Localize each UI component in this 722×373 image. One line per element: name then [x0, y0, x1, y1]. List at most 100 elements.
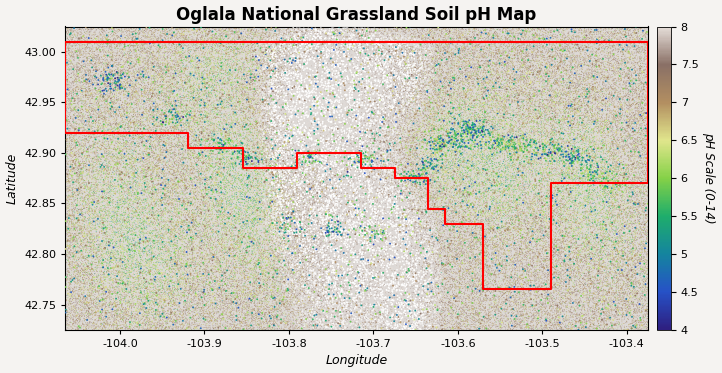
- Point: [553, 290, 565, 296]
- Point: [606, 93, 618, 99]
- Point: [241, 269, 253, 275]
- Point: [121, 97, 133, 103]
- Point: [472, 147, 484, 153]
- Point: [388, 129, 399, 135]
- Point: [219, 242, 230, 248]
- Point: [267, 150, 279, 156]
- Point: [279, 156, 290, 162]
- Point: [168, 149, 180, 155]
- Point: [499, 77, 510, 83]
- Point: [401, 286, 413, 292]
- Point: [321, 104, 333, 110]
- Point: [122, 178, 134, 184]
- Point: [183, 223, 194, 229]
- Point: [87, 193, 99, 199]
- Point: [175, 101, 186, 107]
- Point: [213, 238, 225, 244]
- Point: [464, 128, 475, 134]
- Point: [282, 66, 294, 72]
- Point: [132, 99, 144, 105]
- Point: [622, 153, 634, 159]
- Point: [69, 305, 80, 311]
- Point: [472, 289, 484, 295]
- Point: [248, 125, 259, 131]
- Point: [474, 190, 485, 196]
- Point: [136, 187, 148, 193]
- Point: [431, 255, 443, 261]
- Point: [345, 279, 357, 285]
- Point: [513, 36, 524, 42]
- Point: [322, 145, 334, 151]
- Point: [607, 155, 619, 161]
- Point: [137, 125, 149, 131]
- Point: [452, 278, 464, 284]
- Point: [505, 270, 516, 276]
- Point: [435, 272, 446, 278]
- Point: [133, 101, 144, 107]
- Point: [578, 159, 589, 165]
- Point: [630, 165, 641, 171]
- Point: [334, 102, 345, 108]
- Point: [142, 139, 153, 145]
- Point: [542, 81, 554, 87]
- Point: [236, 74, 248, 80]
- Point: [505, 274, 517, 280]
- Point: [376, 198, 388, 204]
- Point: [216, 60, 227, 66]
- Point: [505, 276, 516, 282]
- Point: [79, 145, 90, 151]
- Point: [209, 65, 221, 70]
- Point: [323, 160, 335, 166]
- Point: [448, 259, 460, 265]
- Point: [322, 56, 334, 62]
- Point: [329, 71, 341, 77]
- Point: [336, 301, 348, 307]
- Point: [485, 317, 497, 323]
- Point: [133, 37, 144, 43]
- Point: [367, 137, 378, 143]
- Point: [476, 88, 487, 94]
- Point: [375, 234, 387, 240]
- Point: [488, 315, 500, 321]
- Point: [478, 48, 490, 54]
- Point: [350, 39, 362, 45]
- Point: [175, 271, 186, 277]
- Point: [531, 52, 542, 58]
- Point: [253, 220, 264, 226]
- Point: [258, 172, 269, 178]
- Point: [118, 257, 129, 263]
- Point: [491, 273, 503, 279]
- Point: [217, 323, 229, 329]
- Point: [291, 244, 303, 250]
- Point: [86, 119, 97, 125]
- Point: [447, 69, 458, 75]
- Point: [523, 219, 534, 225]
- Point: [360, 102, 372, 108]
- Point: [203, 93, 214, 98]
- Point: [412, 55, 423, 61]
- Point: [219, 319, 231, 325]
- Point: [417, 101, 428, 107]
- Point: [169, 228, 180, 234]
- Point: [79, 304, 91, 310]
- Point: [638, 116, 649, 122]
- Point: [445, 37, 457, 43]
- Point: [499, 275, 510, 280]
- Point: [108, 240, 119, 246]
- Point: [526, 282, 537, 288]
- Point: [480, 134, 492, 140]
- Point: [330, 219, 342, 225]
- Point: [195, 24, 206, 30]
- Point: [227, 47, 238, 53]
- Point: [586, 148, 597, 154]
- Point: [516, 135, 527, 141]
- Point: [334, 84, 345, 90]
- Point: [492, 225, 503, 231]
- Point: [408, 76, 419, 82]
- Point: [111, 326, 123, 332]
- Point: [174, 303, 186, 309]
- Point: [548, 293, 560, 299]
- Point: [74, 250, 85, 256]
- Point: [170, 251, 181, 257]
- Point: [512, 157, 523, 163]
